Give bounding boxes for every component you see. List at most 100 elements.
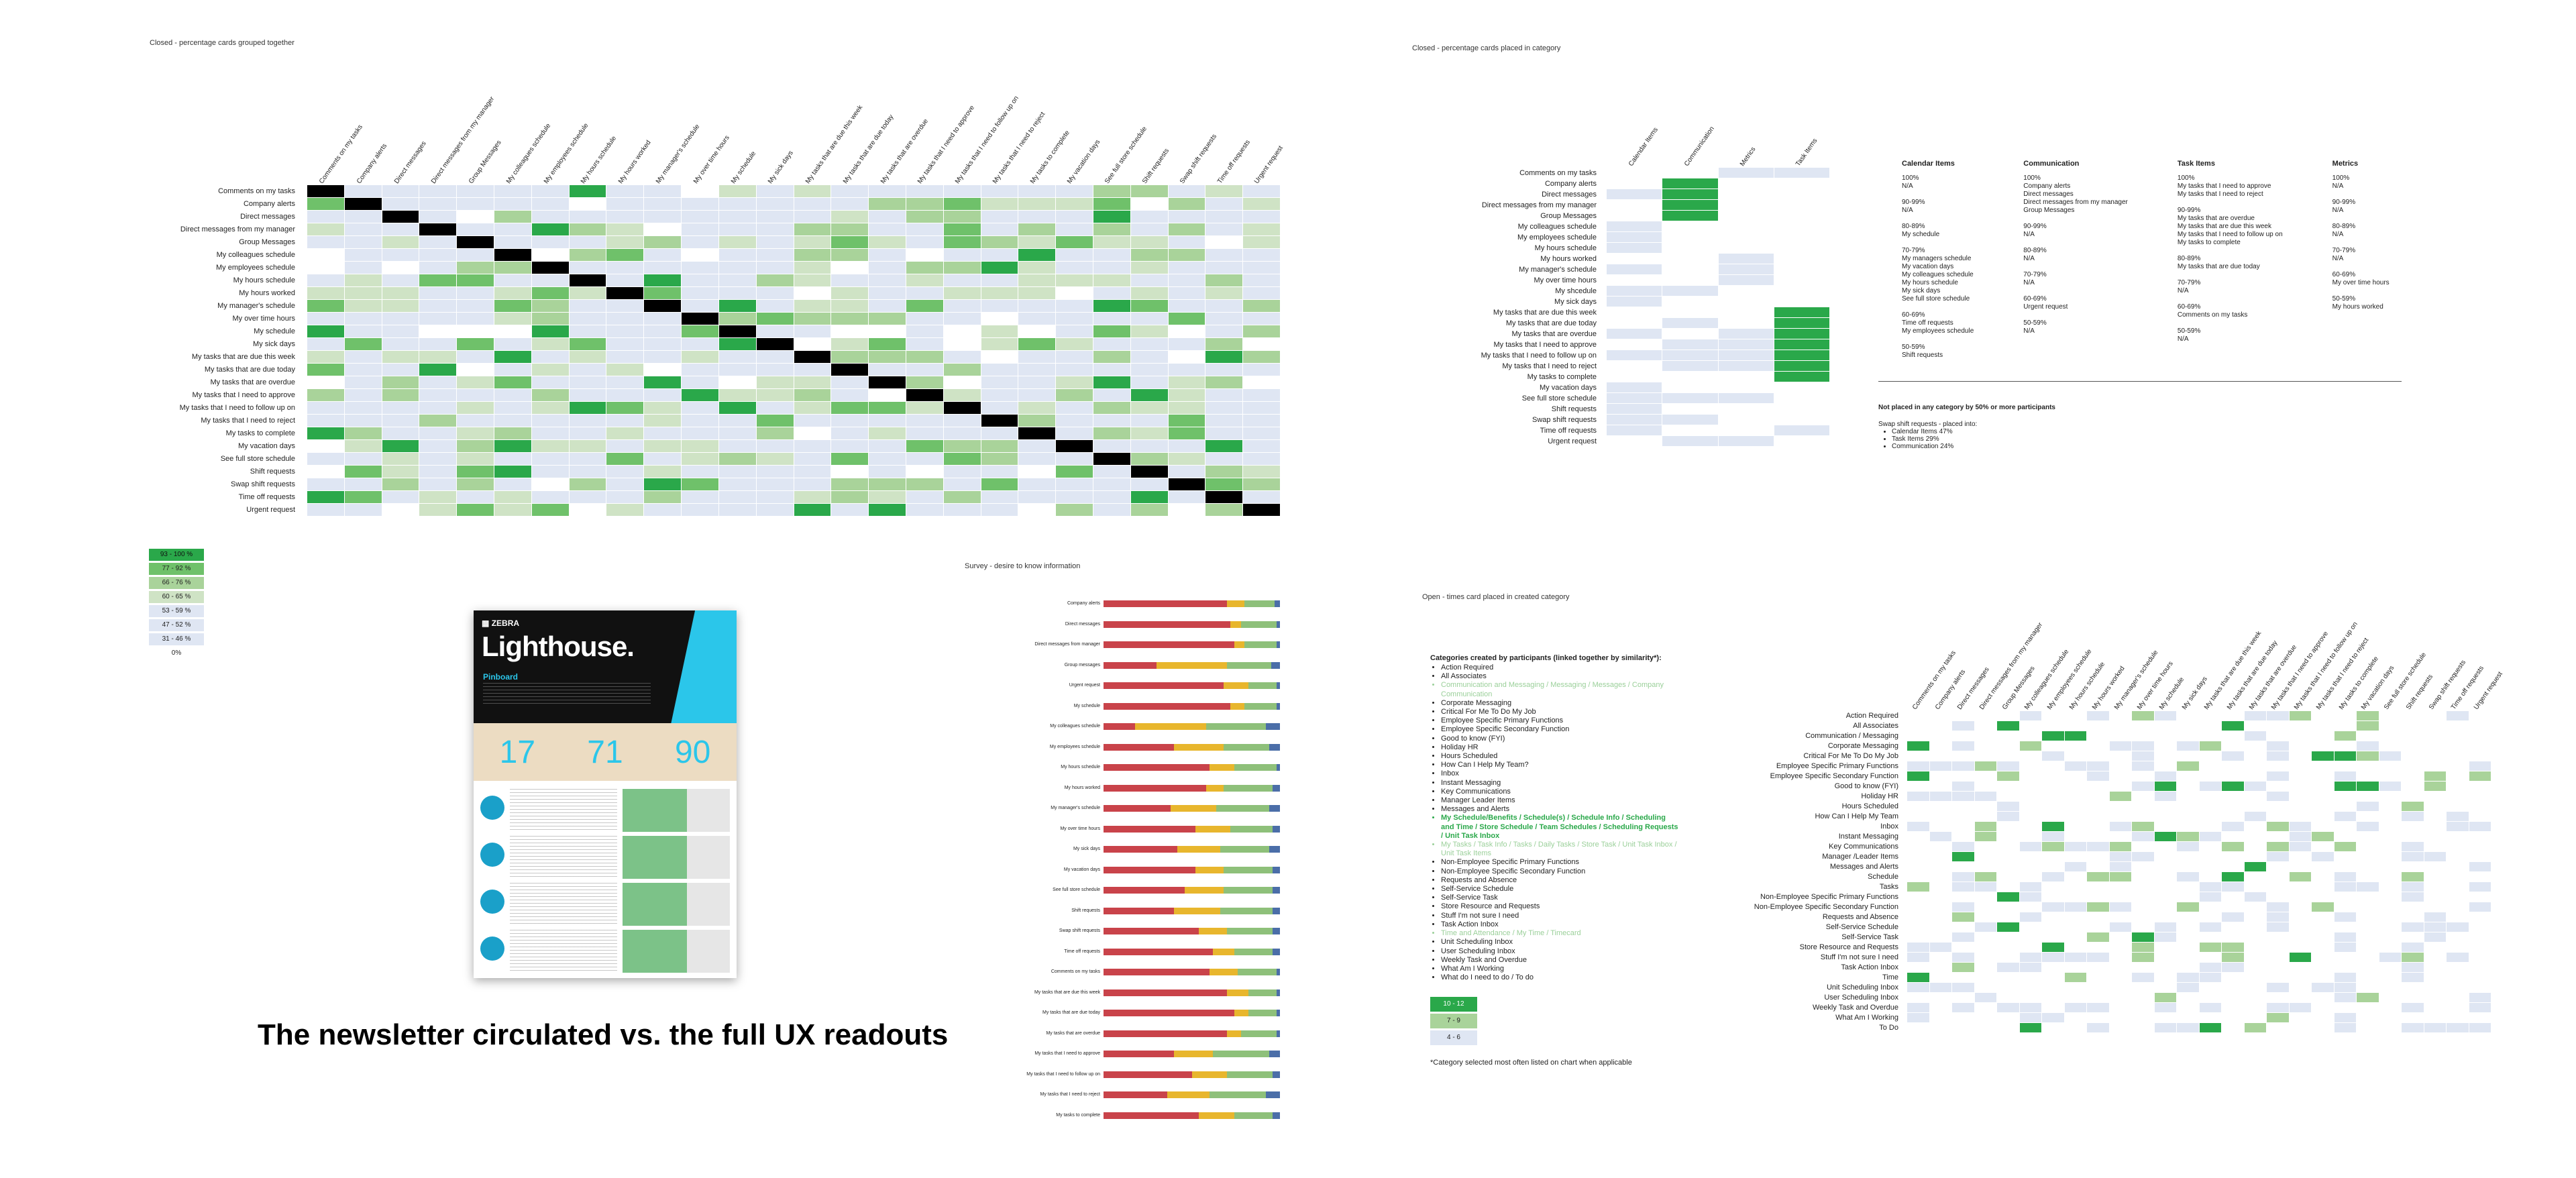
- heatmap-cell: [2042, 741, 2064, 751]
- heatmap-cell: [307, 325, 344, 337]
- heatmap-cell: [2087, 721, 2109, 731]
- heatmap-cell: [2177, 983, 2199, 992]
- heatmap-cell: [307, 402, 344, 414]
- heatmap-cell: [2064, 872, 2086, 881]
- heatmap-cell: [2222, 761, 2244, 771]
- heatmap-cell: [2019, 973, 2041, 982]
- heatmap-cell: [2267, 792, 2289, 801]
- heatmap-cell: [2289, 761, 2311, 771]
- heatmap-cell: [344, 427, 382, 439]
- heatmap-cell: [869, 198, 906, 210]
- heatmap-cell: [1093, 287, 1130, 299]
- heatmap-cell: [344, 402, 382, 414]
- category-cell: [1662, 361, 1718, 371]
- newsletter-mini-chart: [623, 930, 730, 973]
- heatmap-cell: [2199, 872, 2221, 881]
- heatmap-cell: [756, 236, 794, 248]
- heatmap-cell: [2109, 721, 2131, 731]
- survey-bar-segment: [1104, 969, 1210, 975]
- category-list-item: Store Resource and Requests: [1441, 902, 1678, 911]
- heatmap-cell: [457, 211, 494, 223]
- heatmap-cell: [457, 249, 494, 261]
- legend-swatch: 60 - 65 %: [149, 591, 204, 603]
- heatmap-cell: [1056, 223, 1093, 235]
- heatmap-cell: [1056, 325, 1093, 337]
- heatmap-cell: [2469, 1013, 2491, 1022]
- heatmap-cell: [569, 440, 606, 452]
- survey-bar-segment: [1276, 641, 1280, 648]
- newsletter-cyan-shape: [669, 610, 737, 723]
- heatmap-cell: [1130, 364, 1168, 376]
- heatmap-cell: [2154, 872, 2176, 881]
- heatmap-cell: [2267, 802, 2289, 811]
- heatmap-cell: [1929, 963, 1951, 972]
- heatmap-cell: [494, 389, 531, 401]
- heatmap-cell: [2334, 782, 2356, 791]
- heatmap-cell: [2177, 751, 2199, 761]
- heatmap-cell: [1205, 211, 1243, 223]
- category-cell: [1662, 425, 1718, 435]
- heatmap-cell: [2244, 892, 2266, 902]
- heatmap-cell: [2357, 741, 2379, 751]
- heatmap-cell: [1907, 741, 1929, 751]
- survey-bar-segment: [1269, 805, 1280, 812]
- heatmap-cell: [906, 389, 943, 401]
- survey-bar-segment: [1248, 989, 1277, 996]
- heatmap-cell: [344, 351, 382, 363]
- heatmap-cell: [756, 351, 794, 363]
- heatmap-cell: [569, 504, 606, 516]
- heatmap-cell: [869, 351, 906, 363]
- heatmap-cell: [2222, 731, 2244, 741]
- heatmap-cell: [2177, 741, 2199, 751]
- heatmap-cell: [2312, 872, 2334, 881]
- heatmap-cell: [606, 351, 644, 363]
- category-cell: [1607, 232, 1662, 242]
- heatmap-cell: [2312, 741, 2334, 751]
- survey-bar-segment: [1230, 621, 1242, 628]
- heatmap-cell: [457, 351, 494, 363]
- heatmap-cell: [344, 274, 382, 286]
- heatmap-cell: [606, 211, 644, 223]
- category-list-item: Self-Service Schedule: [1441, 885, 1678, 894]
- survey-bar-segment: [1104, 784, 1206, 792]
- heatmap-cell: [1018, 262, 1056, 274]
- heatmap-cell: [2289, 1013, 2311, 1022]
- heatmap-cell: [2109, 912, 2131, 922]
- heatmap-cell: [307, 351, 344, 363]
- survey-bar-segment: [1273, 1112, 1280, 1119]
- heatmap-cell: [2357, 912, 2379, 922]
- category-cell: [1607, 178, 1662, 189]
- heatmap-cell: [1929, 993, 1951, 1002]
- heatmap-cell: [2379, 771, 2401, 781]
- survey-row-label: My hours worked: [1064, 785, 1100, 790]
- heatmap-cell: [1907, 953, 1929, 962]
- heatmap-cell: [2109, 782, 2131, 791]
- category-cell: [1718, 254, 1774, 264]
- heatmap-cell: [2289, 832, 2311, 841]
- open-categories-list: Categories created by participants (link…: [1430, 654, 1678, 982]
- heatmap-cell: [1205, 466, 1243, 478]
- heatmap-cell: [382, 415, 419, 427]
- survey-bar-segment: [1104, 621, 1231, 628]
- heatmap-cell: [419, 466, 457, 478]
- heatmap-cell: [1997, 922, 2019, 932]
- heatmap-cell: [869, 376, 906, 388]
- heatmap-cell: [2019, 953, 2041, 962]
- category-cell: [1774, 425, 1829, 435]
- heatmap-cell: [2267, 892, 2289, 902]
- heatmap-cell: [2424, 822, 2446, 831]
- heatmap-cell: [981, 338, 1018, 350]
- heatmap-cell: [1907, 822, 1929, 831]
- heatmap-cell: [2334, 862, 2356, 871]
- row-label: My tasks to complete: [1527, 373, 1597, 381]
- category-cell: [1662, 436, 1718, 446]
- heatmap-cell: [756, 325, 794, 337]
- heatmap-cell: [2334, 983, 2356, 992]
- heatmap-cell: [869, 262, 906, 274]
- heatmap-cell: [2289, 872, 2311, 881]
- heatmap-cell: [2132, 812, 2154, 821]
- heatmap-cell: [1929, 771, 1951, 781]
- category-cell: [1662, 200, 1718, 210]
- heatmap-cell: [2042, 812, 2064, 821]
- heatmap-cell: [1205, 198, 1243, 210]
